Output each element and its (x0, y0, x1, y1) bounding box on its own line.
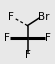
Text: F: F (25, 50, 30, 60)
Text: F: F (4, 33, 10, 43)
Text: F: F (8, 12, 14, 22)
Text: F: F (45, 33, 51, 43)
Text: Br: Br (38, 12, 50, 22)
